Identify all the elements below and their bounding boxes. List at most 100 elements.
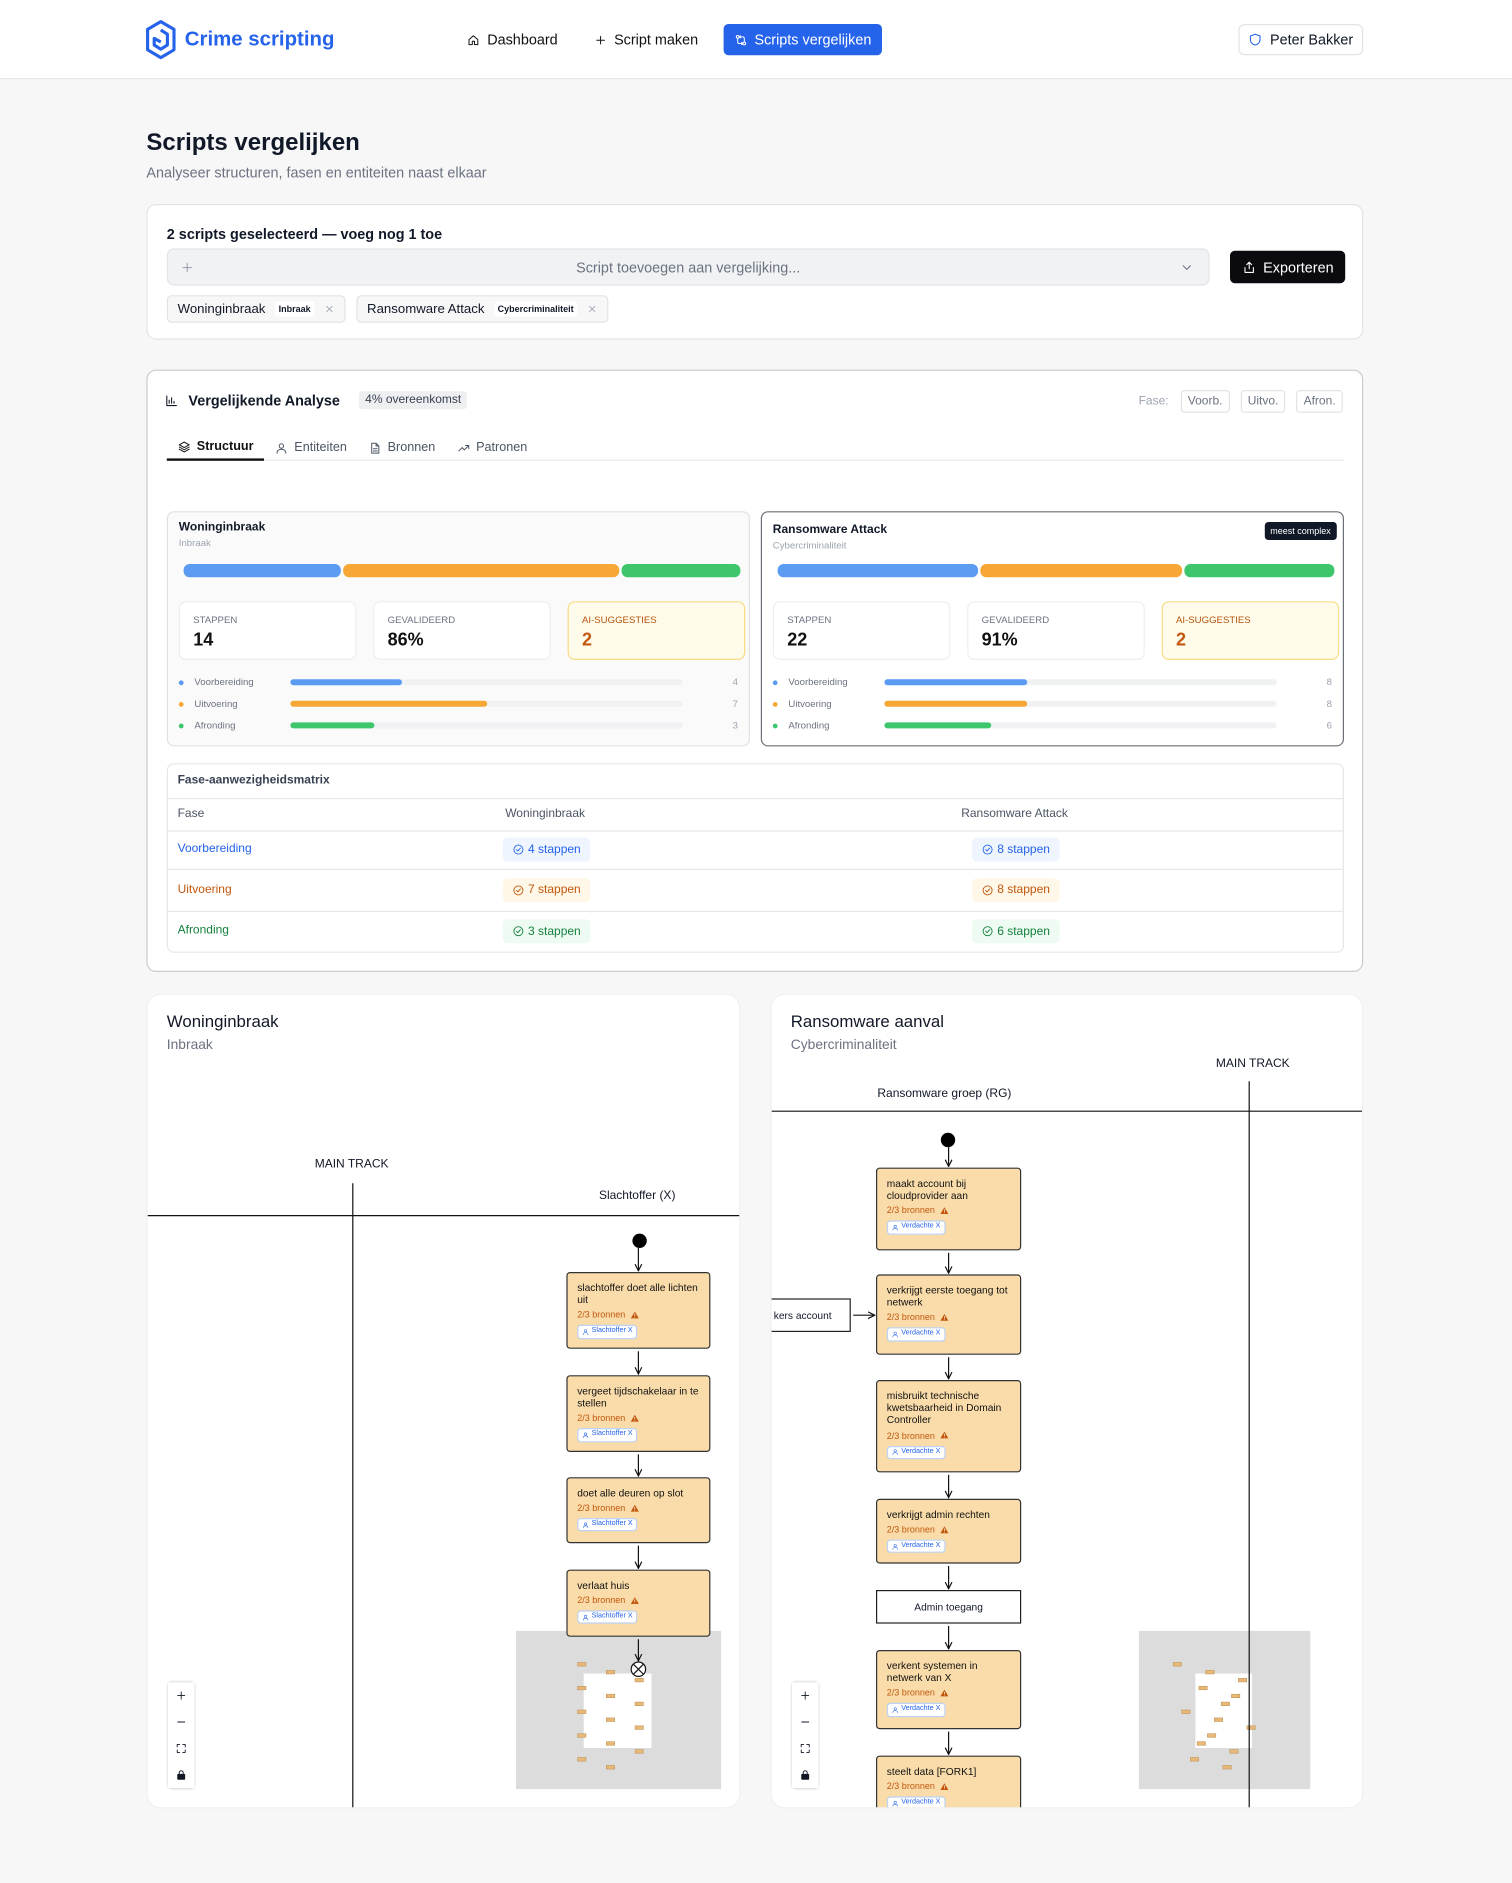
- actor-chip: Verdachte X: [886, 1220, 946, 1235]
- diagram-title: Ransomware aanval: [790, 1011, 944, 1031]
- sources-label: 2/3 bronnen: [577, 1502, 626, 1514]
- actor-icon: [582, 1329, 589, 1335]
- nav-link[interactable]: Dashboard: [456, 24, 568, 55]
- diagram-node[interactable]: vergeet tijdschakelaar in te stellen 2/3 …: [566, 1375, 711, 1452]
- warning-icon: [940, 1782, 949, 1790]
- diagram-node[interactable]: doet alle deuren op slot 2/3 bronnen Slach…: [566, 1477, 711, 1544]
- nav-link[interactable]: Script maken: [583, 24, 709, 55]
- card-category: Cybercriminaliteit: [772, 540, 847, 551]
- lane-label: Ransomware groep (RG): [877, 1087, 1012, 1101]
- minimap-node: [606, 1717, 615, 1722]
- diagram-node[interactable]: verkent systemen in netwerk van X 2/3 bro…: [876, 1650, 1022, 1730]
- stat-value: 91%: [981, 630, 1018, 651]
- end-node: [630, 1661, 647, 1678]
- matrix-phase: Voorbereiding: [177, 842, 252, 856]
- script-select[interactable]: Script toevoegen aan vergelijking...: [166, 248, 1210, 286]
- node-label: misbruikt technische kwetsbaarheid in Do…: [886, 1389, 1002, 1427]
- actor-chip: Slachtoffer X: [577, 1518, 638, 1532]
- chevron-icon: [1182, 265, 1191, 270]
- user-name: Peter Bakker: [1269, 31, 1354, 48]
- select-placeholder: Script toevoegen aan vergelijking...: [576, 258, 801, 276]
- chip-list: Woninginbraak Inbraak Ransomware Attack Cyb…: [166, 295, 609, 323]
- diagram-node[interactable]: verlaat huis 2/3 bronnen Slachtoffer X: [566, 1569, 711, 1637]
- script-card[interactable]: Ransomware Attack Cybercriminaliteit meest…: [760, 511, 1344, 747]
- diagram-canvas: [771, 1081, 1363, 1808]
- diagram-subtitle: Cybercriminaliteit: [790, 1038, 897, 1053]
- stat-label: STAPPEN: [193, 614, 238, 626]
- actor-chip: Verdachte X: [886, 1327, 946, 1342]
- minimap: [1138, 1630, 1311, 1790]
- phase-count: 8: [1326, 676, 1332, 688]
- diagram-node[interactable]: Admin toegang: [876, 1590, 1022, 1624]
- diagram-node[interactable]: maakt account bij cloudprovider aan 2/3 b…: [876, 1167, 1022, 1251]
- tab[interactable]: Bronnen: [358, 434, 446, 460]
- diagram-node[interactable]: kers account: [771, 1298, 851, 1332]
- user-button[interactable]: Peter Bakker: [1238, 24, 1364, 56]
- nav-link-label: Dashboard: [487, 31, 558, 48]
- control-button[interactable]: [792, 1682, 819, 1709]
- control-button[interactable]: [168, 1708, 195, 1736]
- tab[interactable]: Structuur: [166, 434, 265, 461]
- matrix-badge-label: 8 stappen: [997, 883, 1050, 897]
- export-label: Exporteren: [1263, 258, 1334, 276]
- minimap-node: [577, 1662, 587, 1667]
- phase-bar-segment: [777, 564, 979, 578]
- diagram-panel: Woninginbraak Inbraak MAIN TRACK Slachtoffe…: [146, 993, 741, 1809]
- diagram-node[interactable]: verkrijgt admin rechten 2/3 bronnen Verdac…: [876, 1498, 1022, 1564]
- control-button[interactable]: [792, 1708, 819, 1736]
- minimap-node: [577, 1709, 587, 1714]
- phase-bar-segment: [183, 564, 342, 578]
- minimap-node: [1231, 1693, 1241, 1699]
- minimap-node: [634, 1701, 644, 1706]
- export-button[interactable]: Exporteren: [1230, 250, 1346, 284]
- node-sources: 2/3 bronnen: [887, 1312, 1011, 1323]
- sources-label: 2/3 bronnen: [886, 1781, 935, 1792]
- phase-filter-button[interactable]: Uitvo.: [1240, 390, 1286, 413]
- control-icon: [801, 1770, 810, 1780]
- control-button[interactable]: [792, 1735, 819, 1762]
- phase-count: 6: [1326, 720, 1332, 731]
- node-sources: 2/3 bronnen: [887, 1205, 1011, 1216]
- node-label: verkrijgt eerste toegang tot netwerk: [886, 1284, 1008, 1309]
- sources-label: 2/3 bronnen: [886, 1524, 935, 1536]
- phase-track: [290, 700, 683, 707]
- phase-filter-button[interactable]: Voorb.: [1180, 390, 1230, 413]
- tab[interactable]: Patronen: [446, 434, 538, 460]
- navbar: Crime scripting Dashboard Script maken Scr…: [0, 0, 1512, 80]
- script-card[interactable]: Woninginbraak Inbraak STAPPEN 14 GEVALIDEERD…: [166, 511, 751, 747]
- actor-chip: Verdachte X: [886, 1703, 946, 1717]
- lane-label: MAIN TRACK: [1215, 1057, 1290, 1071]
- diagram-node[interactable]: misbruikt technische kwetsbaarheid in Do…: [876, 1380, 1022, 1473]
- sources-label: 2/3 bronnen: [577, 1412, 626, 1424]
- diagram-subtitle: Inbraak: [166, 1038, 213, 1053]
- tab[interactable]: Entiteiten: [264, 434, 357, 460]
- minimap-node: [577, 1757, 587, 1762]
- matrix-row-divider: [168, 830, 1343, 832]
- phase-filter: Fase: Voorb. Uitvo. Afron.: [1139, 390, 1343, 413]
- check-icon: [982, 884, 993, 895]
- selector-card: 2 scripts geselecteerd — voeg nog 1 toe …: [146, 204, 1364, 340]
- diagram-node[interactable]: slachtoffer doet alle lichten uit 2/3 bro…: [566, 1272, 711, 1349]
- script-chip: Woninginbraak Inbraak: [166, 295, 346, 323]
- node-label: verkrijgt admin rechten: [886, 1508, 990, 1521]
- matrix-row-divider: [168, 868, 1343, 871]
- control-button[interactable]: [792, 1761, 819, 1789]
- phase-dot: [772, 723, 778, 729]
- sources-label: 2/3 bronnen: [886, 1429, 935, 1441]
- nav-link[interactable]: Scripts vergelijken: [723, 24, 883, 56]
- sources-label: 2/3 bronnen: [886, 1312, 935, 1323]
- diagram-node[interactable]: steelt data [FORK1] 2/3 bronnen Verdachte …: [876, 1755, 1022, 1808]
- matrix-header-cell: Woninginbraak: [505, 807, 586, 821]
- actor-label: Verdachte X: [901, 1330, 941, 1338]
- diagram-node[interactable]: verkrijgt eerste toegang tot netwerk 2/3 …: [876, 1274, 1022, 1355]
- stat-box: GEVALIDEERD 91%: [967, 601, 1145, 660]
- control-button[interactable]: [168, 1735, 195, 1762]
- matrix-badge: 3 stappen: [502, 919, 591, 944]
- control-button[interactable]: [168, 1682, 195, 1709]
- brand-logo: [146, 20, 176, 60]
- phase-filter-button[interactable]: Afron.: [1296, 390, 1343, 413]
- minimap-node: [634, 1749, 644, 1754]
- brand[interactable]: Crime scripting: [145, 18, 334, 61]
- node-sources: 2/3 bronnen: [577, 1310, 699, 1320]
- control-button[interactable]: [168, 1761, 195, 1789]
